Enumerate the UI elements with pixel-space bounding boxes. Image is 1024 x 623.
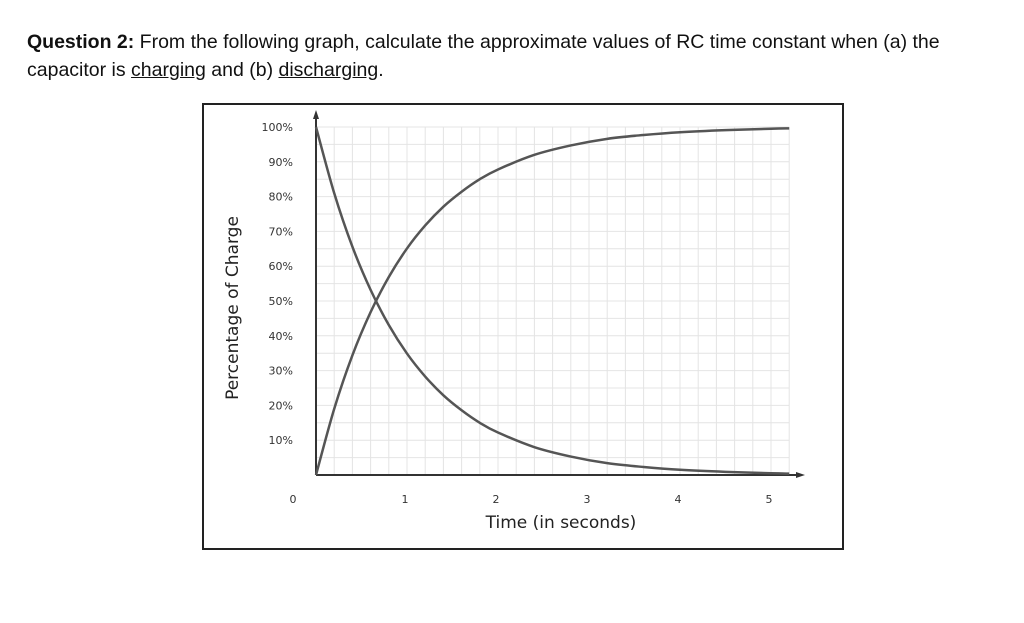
y-axis-title: Percentage of Charge (223, 216, 243, 400)
x-tick-label: 5 (766, 493, 773, 506)
charging-curve (314, 127, 790, 476)
question-body-middle: and (b) (205, 59, 279, 81)
question-label: Question 2: (27, 31, 135, 53)
y-tick-label: 80% (269, 191, 293, 204)
charging-term: charging (131, 59, 206, 81)
y-tick-label: 100% (262, 121, 293, 134)
x-tick-label: 2 (493, 493, 500, 506)
x-tick-label: 4 (675, 493, 682, 506)
question-body: From the following graph, calculate the … (27, 31, 940, 81)
x-tick-label: 1 (402, 493, 409, 506)
x-axis-title: Time (in seconds) (485, 513, 637, 533)
x-tick-label: 3 (584, 493, 591, 506)
chart-frame (202, 103, 844, 550)
y-axis-arrow-icon (313, 110, 319, 119)
y-tick-label: 40% (269, 330, 293, 343)
y-tick-label: 20% (269, 399, 293, 412)
y-tick-label: 30% (269, 365, 293, 378)
y-tick-label: 60% (269, 260, 293, 273)
grid (316, 126, 790, 475)
x-tick-label: 0 (290, 493, 297, 506)
y-tick-label: 50% (269, 295, 293, 308)
discharging-curve (314, 126, 790, 475)
x-axis-arrow-icon (796, 472, 805, 478)
y-tick-label: 90% (269, 156, 293, 169)
question-text: Question 2: From the following graph, ca… (27, 28, 1007, 84)
y-tick-label: 10% (269, 434, 293, 447)
discharging-term: discharging (278, 59, 379, 81)
x-tick-labels: 0 1 2 3 4 5 (290, 493, 773, 506)
y-tick-label: 70% (269, 225, 293, 238)
y-tick-labels: 10% 20% 30% 40% 50% 60% 70% 80% 90% 100% (262, 121, 293, 447)
axes (313, 110, 805, 478)
series-lines (314, 126, 790, 476)
question-end: . (378, 59, 384, 81)
